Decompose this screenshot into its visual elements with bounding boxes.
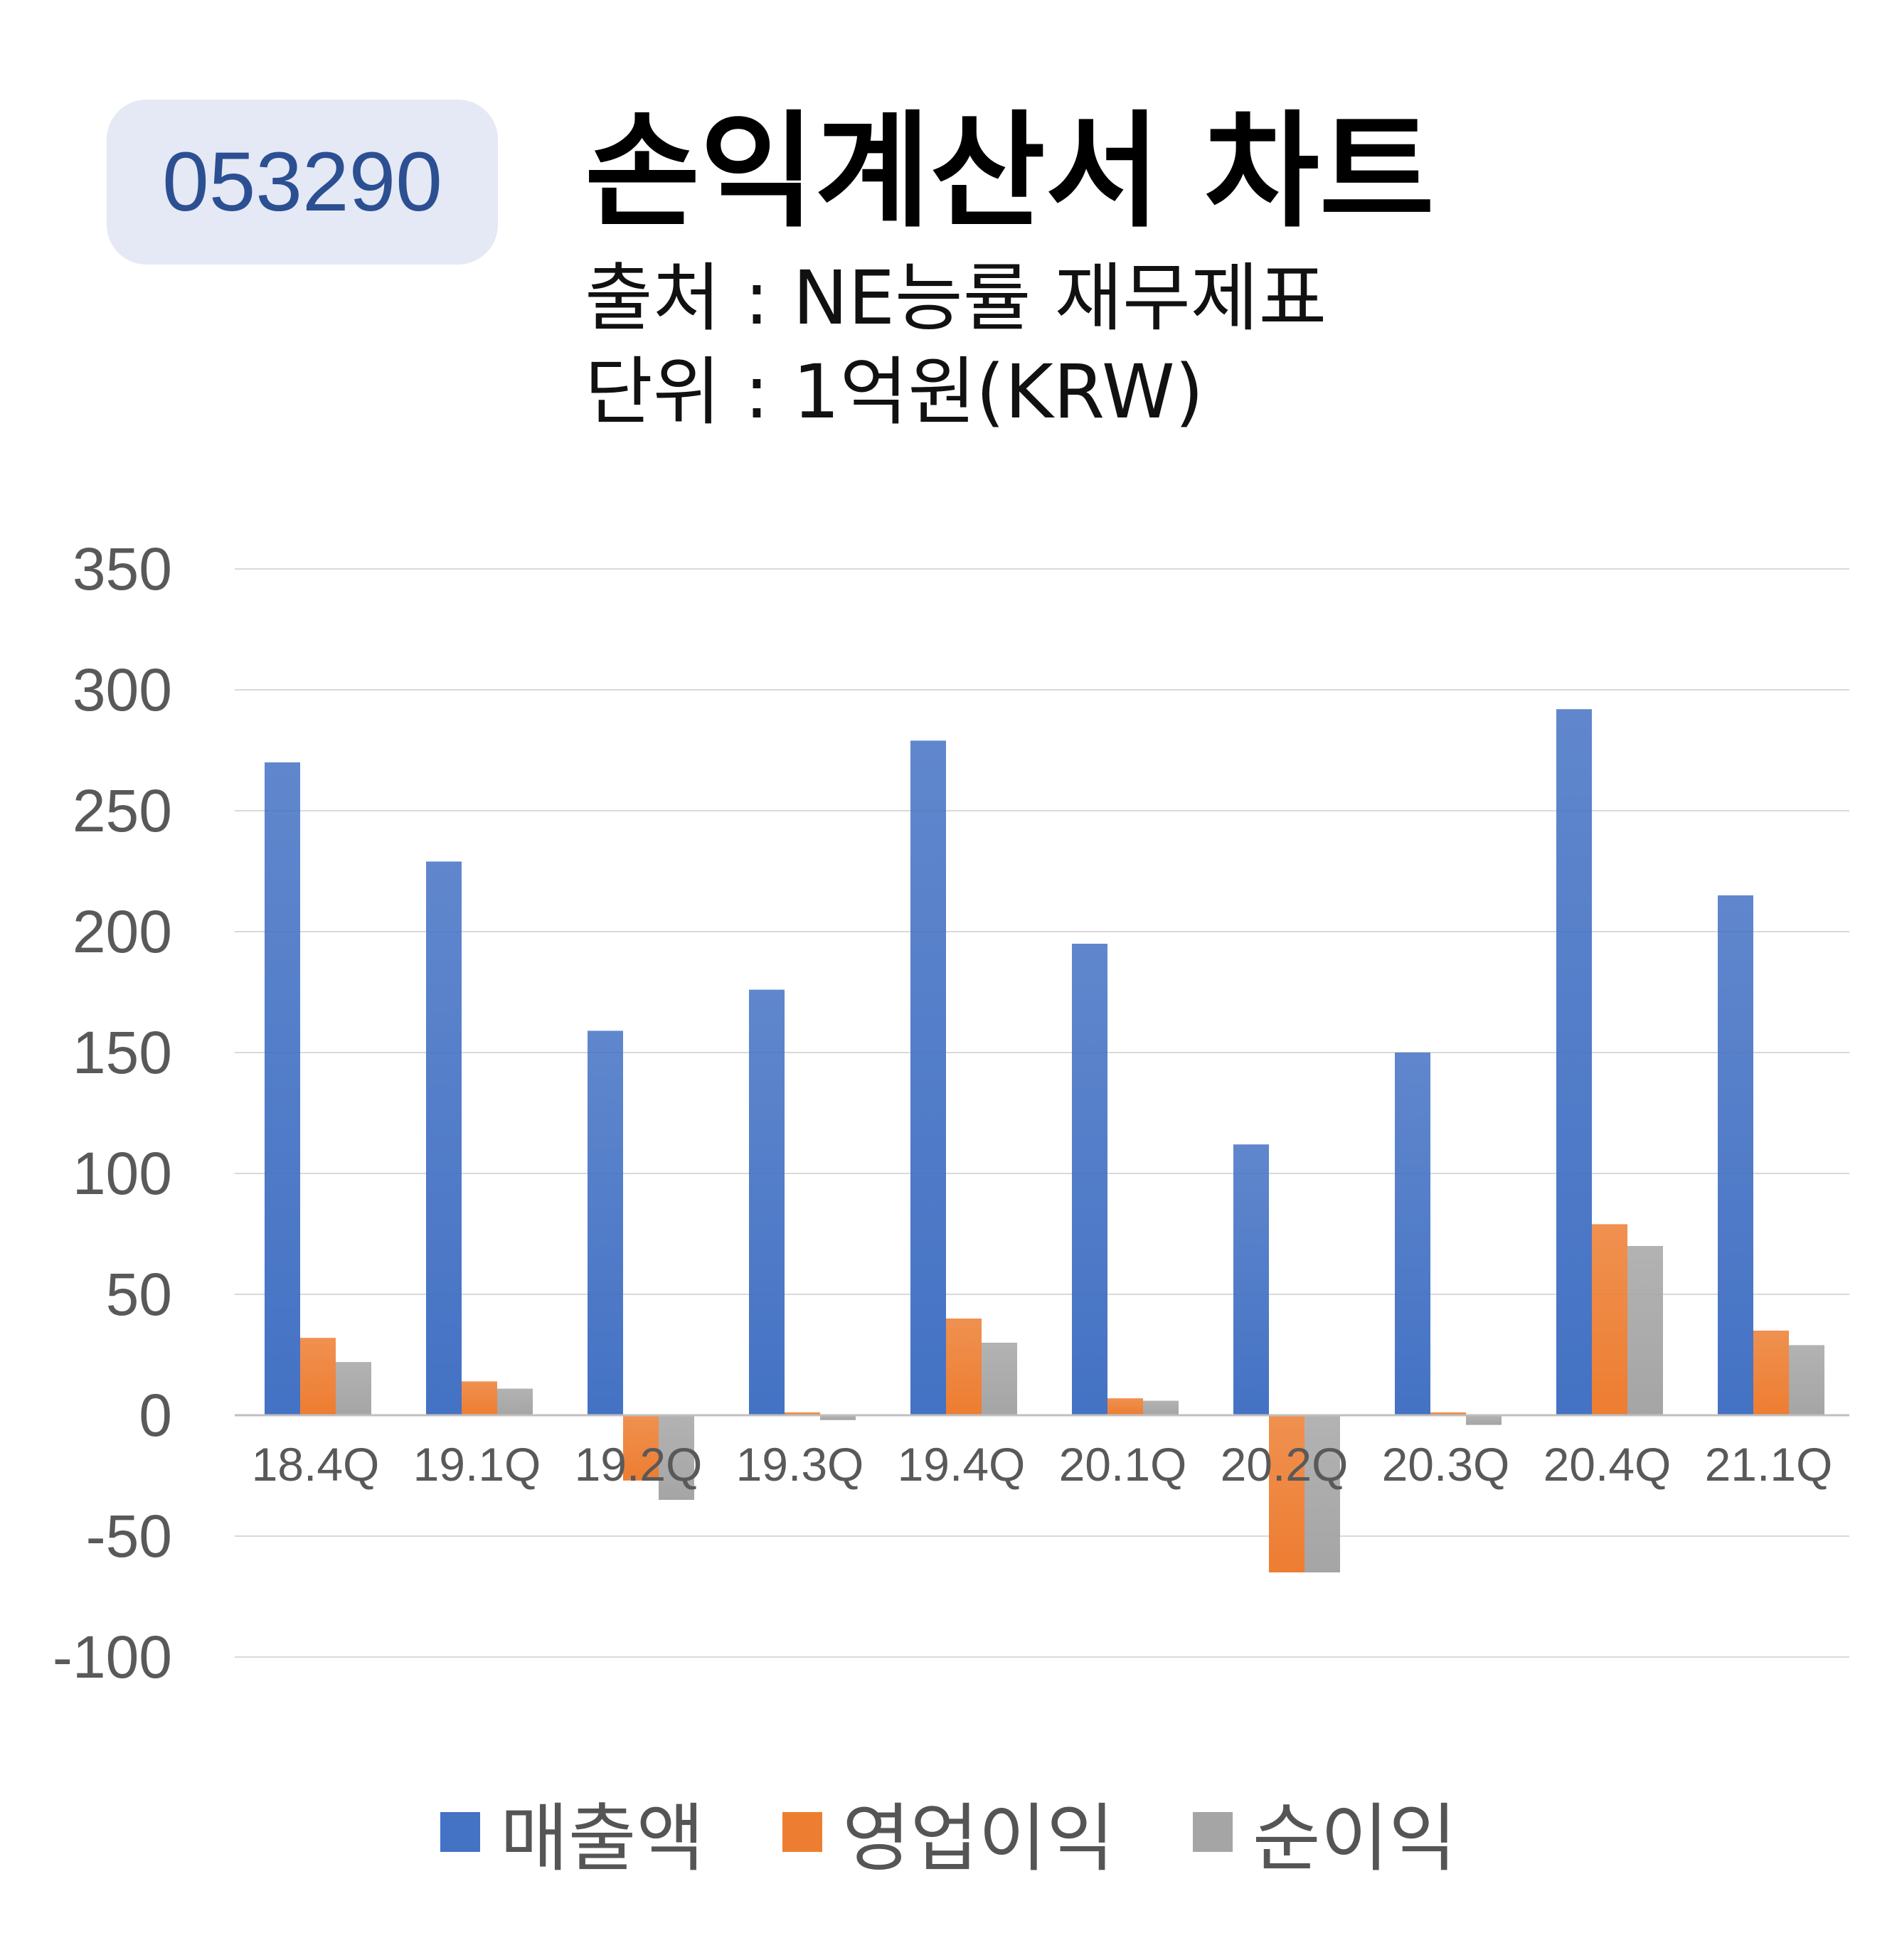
legend-swatch-icon xyxy=(440,1811,481,1852)
x-tick-label: 21.1Q xyxy=(1705,1438,1833,1491)
bar-operating-profit xyxy=(300,1338,336,1415)
grid-lines xyxy=(235,568,1849,1658)
bar-sales xyxy=(588,1030,623,1415)
unit-text: 단위 : 1억원(KRW) xyxy=(585,348,1204,435)
bar-operating-profit xyxy=(1430,1412,1466,1415)
ticker-code: 053290 xyxy=(162,135,442,229)
legend-label: 영업이익 xyxy=(842,1795,1115,1882)
y-tick-label: 0 xyxy=(139,1382,172,1449)
x-axis-ticks: 18.4Q 19.1Q 19.2Q 19.3Q 19.4Q 20.1Q 20.2Q 20.3Q… xyxy=(252,1438,1833,1491)
legend-label: 매출액 xyxy=(500,1795,705,1882)
legend-item: 순이익 xyxy=(1192,1778,1457,1885)
bar-sales xyxy=(265,762,300,1415)
legend-swatch-icon xyxy=(1192,1811,1233,1852)
bar-operating-profit xyxy=(462,1381,497,1415)
bar-net-profit xyxy=(336,1362,371,1415)
page-title: 손익계산서 차트 xyxy=(585,99,1435,245)
y-tick-label: 100 xyxy=(73,1140,172,1207)
bar-net-profit xyxy=(1304,1415,1340,1572)
source-text: 출처 : NE능률 재무제표 xyxy=(585,255,1327,341)
x-tick-label: 20.3Q xyxy=(1382,1438,1510,1491)
bar-sales xyxy=(910,740,946,1415)
bar-sales xyxy=(749,989,785,1415)
x-tick-label: 19.4Q xyxy=(898,1438,1026,1491)
bar-net-profit xyxy=(1789,1345,1824,1415)
bar-operating-profit xyxy=(1107,1398,1143,1415)
bar-sales xyxy=(1233,1144,1269,1415)
bar-net-profit xyxy=(820,1415,856,1420)
x-tick-label: 19.2Q xyxy=(575,1438,703,1491)
bar-sales xyxy=(426,861,462,1415)
x-tick-label: 18.4Q xyxy=(252,1438,380,1491)
bar-net-profit xyxy=(1627,1246,1663,1415)
bar-net-profit xyxy=(497,1388,533,1415)
y-tick-label: 150 xyxy=(73,1019,172,1086)
x-tick-label: 20.1Q xyxy=(1059,1438,1187,1491)
bar-operating-profit xyxy=(1753,1331,1789,1415)
y-tick-label: 200 xyxy=(73,898,172,965)
y-tick-label: -100 xyxy=(53,1624,172,1690)
x-tick-label: 19.3Q xyxy=(736,1438,864,1491)
bar-operating-profit xyxy=(623,1415,659,1481)
bar-operating-profit xyxy=(946,1319,982,1415)
legend-item: 영업이익 xyxy=(782,1778,1115,1885)
x-tick-label: 20.2Q xyxy=(1221,1438,1349,1491)
bar-operating-profit xyxy=(1269,1415,1304,1572)
bar-sales xyxy=(1395,1053,1430,1415)
legend-label: 순이익 xyxy=(1252,1795,1457,1882)
y-axis-ticks: 350 300 250 200 150 100 50 0 -50 -100 xyxy=(53,536,172,1690)
legend-item: 매출액 xyxy=(440,1778,704,1885)
x-tick-label: 20.4Q xyxy=(1543,1438,1672,1491)
y-tick-label: 50 xyxy=(106,1261,172,1328)
ticker-badge: 053290 xyxy=(107,100,498,265)
bars xyxy=(265,709,1824,1572)
bar-net-profit xyxy=(982,1343,1017,1415)
bar-net-profit xyxy=(1143,1400,1179,1415)
y-tick-label: 300 xyxy=(73,656,172,723)
bar-sales xyxy=(1556,709,1592,1415)
x-tick-label: 19.1Q xyxy=(413,1438,541,1491)
bar-net-profit xyxy=(659,1415,694,1500)
y-tick-label: 250 xyxy=(73,777,172,844)
y-tick-label: -50 xyxy=(86,1503,172,1570)
bar-operating-profit xyxy=(785,1412,820,1415)
bar-sales xyxy=(1072,944,1107,1415)
bar-operating-profit xyxy=(1592,1224,1627,1415)
bar-net-profit xyxy=(1466,1415,1502,1425)
legend-swatch-icon xyxy=(782,1811,823,1852)
y-tick-label: 350 xyxy=(73,536,172,602)
chart-legend: 매출액 영업이익 순이익 xyxy=(0,1778,1897,1885)
bar-sales xyxy=(1718,895,1753,1415)
